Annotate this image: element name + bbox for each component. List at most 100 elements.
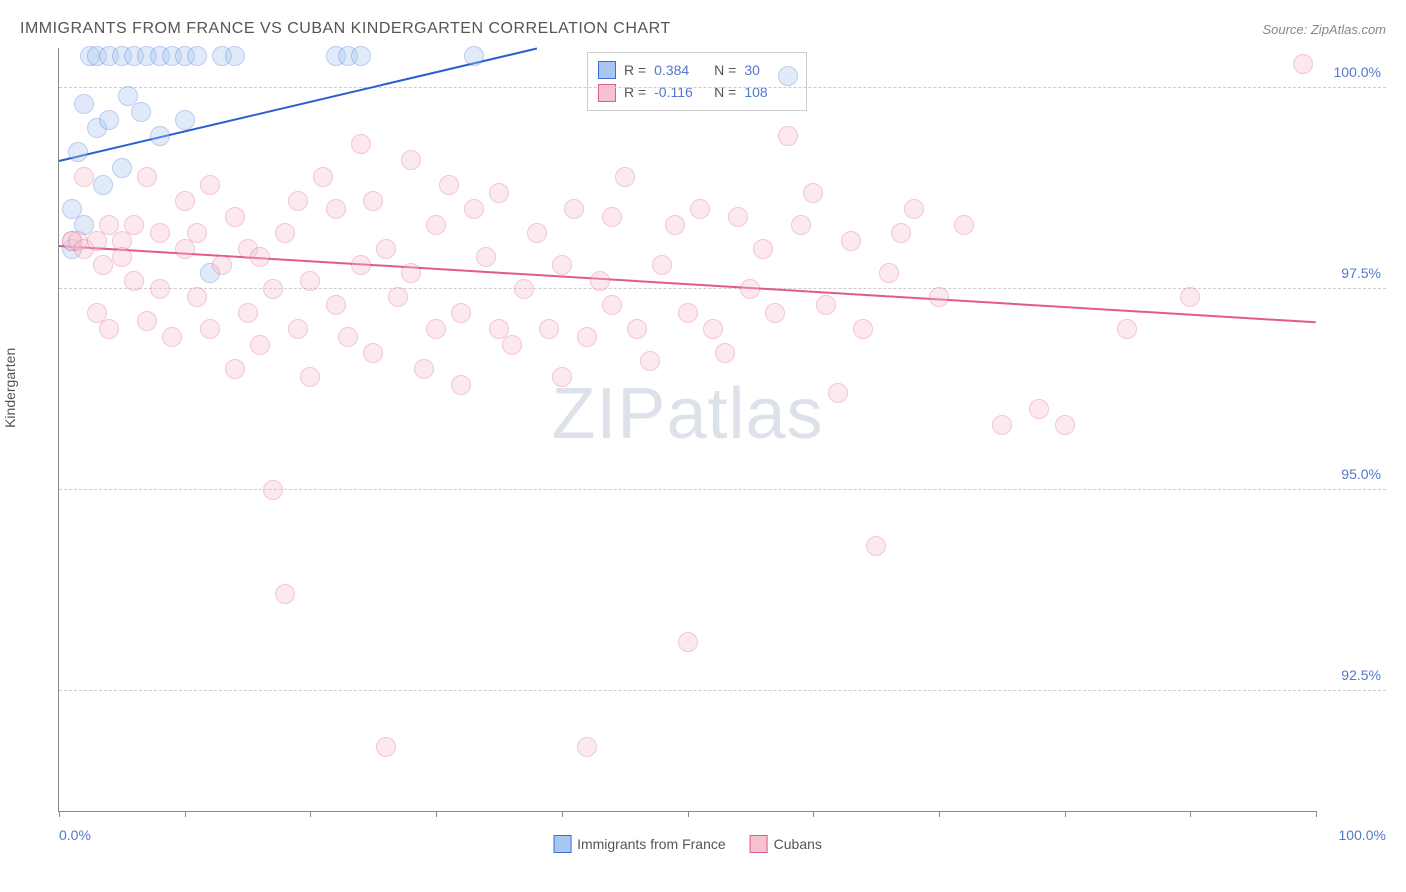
scatter-point	[363, 191, 383, 211]
y-tick-label: 95.0%	[1341, 466, 1381, 482]
scatter-point	[112, 247, 132, 267]
scatter-point	[514, 279, 534, 299]
legend-row-france: R = 0.384 N = 30	[598, 59, 796, 81]
scatter-point	[879, 263, 899, 283]
scatter-point	[841, 231, 861, 251]
scatter-point	[828, 383, 848, 403]
scatter-point	[131, 102, 151, 122]
scatter-point	[577, 327, 597, 347]
watermark: ZIPatlas	[551, 373, 823, 455]
scatter-point	[200, 175, 220, 195]
scatter-point	[602, 207, 622, 227]
chart-container: Kindergarten ZIPatlas R = 0.384 N = 30 R…	[20, 48, 1386, 872]
scatter-point	[99, 110, 119, 130]
scatter-point	[376, 737, 396, 757]
chart-title: IMMIGRANTS FROM FRANCE VS CUBAN KINDERGA…	[20, 20, 671, 38]
x-tick	[688, 811, 689, 817]
x-tick	[59, 811, 60, 817]
legend-item-france: Immigrants from France	[553, 835, 726, 853]
scatter-point	[388, 287, 408, 307]
scatter-point	[590, 271, 610, 291]
scatter-point	[93, 175, 113, 195]
scatter-point	[175, 191, 195, 211]
y-tick-label: 97.5%	[1341, 265, 1381, 281]
swatch-france-icon	[553, 835, 571, 853]
scatter-point	[300, 271, 320, 291]
y-tick-label: 100.0%	[1334, 64, 1381, 80]
scatter-point	[728, 207, 748, 227]
scatter-point	[678, 632, 698, 652]
x-tick	[1065, 811, 1066, 817]
scatter-point	[401, 150, 421, 170]
scatter-point	[187, 46, 207, 66]
r-label: R =	[624, 81, 646, 103]
scatter-point	[150, 126, 170, 146]
x-tick	[939, 811, 940, 817]
gridline	[59, 489, 1386, 490]
x-tick-label-max: 100.0%	[1339, 827, 1386, 843]
scatter-point	[200, 319, 220, 339]
scatter-point	[363, 343, 383, 363]
scatter-point	[464, 199, 484, 219]
scatter-point	[690, 199, 710, 219]
x-tick	[562, 811, 563, 817]
scatter-point	[627, 319, 647, 339]
scatter-point	[326, 199, 346, 219]
scatter-point	[376, 239, 396, 259]
scatter-point	[451, 303, 471, 323]
x-tick-label-min: 0.0%	[59, 827, 91, 843]
scatter-point	[175, 110, 195, 130]
scatter-point	[703, 319, 723, 339]
scatter-point	[803, 183, 823, 203]
scatter-point	[93, 255, 113, 275]
scatter-point	[640, 351, 660, 371]
y-axis-label: Kindergarten	[2, 348, 18, 428]
scatter-point	[476, 247, 496, 267]
scatter-point	[351, 255, 371, 275]
legend-label-france: Immigrants from France	[577, 836, 726, 852]
scatter-point	[527, 223, 547, 243]
scatter-point	[275, 584, 295, 604]
y-tick-label: 92.5%	[1341, 667, 1381, 683]
scatter-point	[853, 319, 873, 339]
scatter-point	[338, 327, 358, 347]
scatter-point	[414, 359, 434, 379]
scatter-point	[250, 247, 270, 267]
r-label: R =	[624, 59, 646, 81]
scatter-point	[715, 343, 735, 363]
scatter-point	[326, 295, 346, 315]
scatter-point	[426, 215, 446, 235]
scatter-point	[464, 46, 484, 66]
scatter-point	[275, 223, 295, 243]
scatter-point	[87, 231, 107, 251]
scatter-point	[539, 319, 559, 339]
x-tick	[436, 811, 437, 817]
scatter-point	[1117, 319, 1137, 339]
scatter-point	[778, 66, 798, 86]
scatter-point	[150, 223, 170, 243]
scatter-point	[564, 199, 584, 219]
x-tick	[310, 811, 311, 817]
scatter-point	[263, 480, 283, 500]
scatter-point	[300, 367, 320, 387]
scatter-point	[1029, 399, 1049, 419]
swatch-france	[598, 61, 616, 79]
scatter-point	[552, 255, 572, 275]
scatter-point	[904, 199, 924, 219]
n-label: N =	[714, 59, 736, 81]
scatter-point	[992, 415, 1012, 435]
scatter-point	[1293, 54, 1313, 74]
scatter-point	[929, 287, 949, 307]
scatter-point	[652, 255, 672, 275]
scatter-point	[162, 327, 182, 347]
scatter-point	[816, 295, 836, 315]
scatter-point	[74, 167, 94, 187]
scatter-point	[137, 167, 157, 187]
scatter-point	[68, 142, 88, 162]
scatter-point	[187, 223, 207, 243]
scatter-point	[891, 223, 911, 243]
scatter-point	[765, 303, 785, 323]
scatter-point	[313, 167, 333, 187]
legend-row-cubans: R = -0.116 N = 108	[598, 81, 796, 103]
plot-area: ZIPatlas R = 0.384 N = 30 R = -0.116 N =…	[58, 48, 1316, 812]
